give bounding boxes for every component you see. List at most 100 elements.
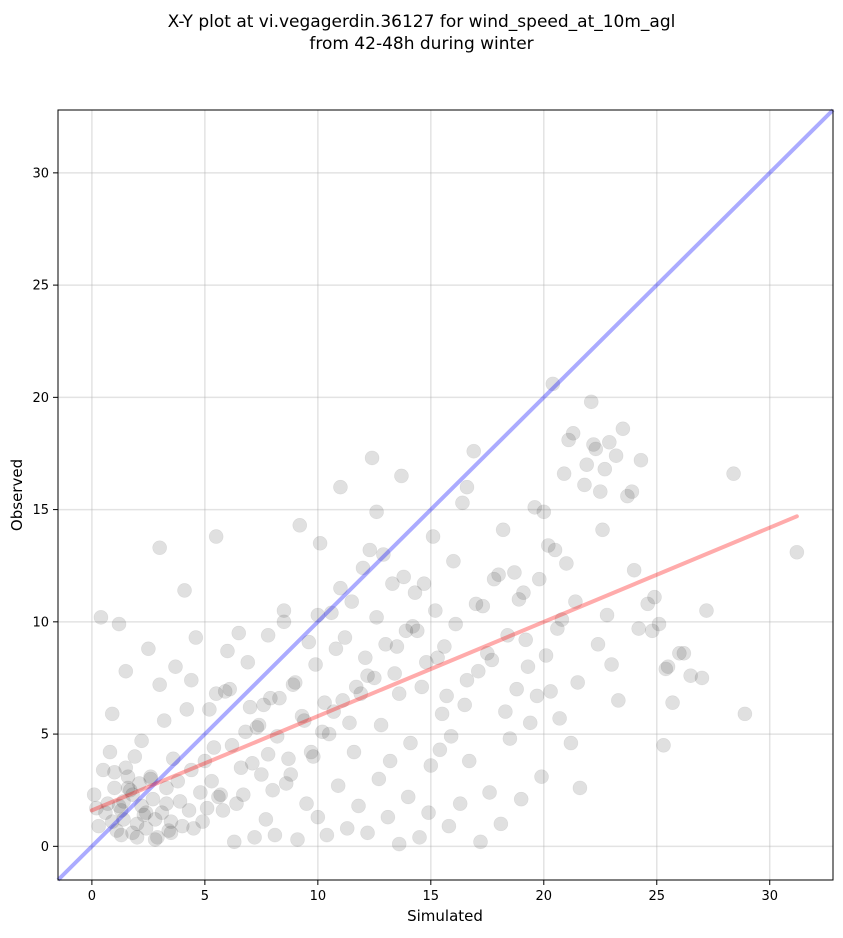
scatter-point [604,657,619,672]
scatter-point [328,641,344,657]
scatter-point [624,484,640,499]
scatter-point [362,542,378,558]
scatter-point [511,592,527,607]
scatter-point [459,672,475,688]
scatter-point [111,616,127,632]
scatter-point [294,708,310,724]
points-layer [86,376,805,852]
scatter-point [640,596,656,612]
scatter-point [568,594,583,609]
scatter-point [104,814,120,829]
scatter-point [263,690,278,706]
scatter-point [265,782,280,798]
scatter-point [602,434,617,450]
scatter-point [398,623,414,639]
scatter-point [125,787,140,802]
scatter-point [597,461,613,477]
x-tick-label: 0 [88,889,96,904]
scatter-point [100,796,116,811]
scatter-point [407,585,423,600]
scatter-point [229,796,244,811]
scatter-point [412,830,427,845]
scatter-point [373,717,389,733]
scatter-point [324,605,339,621]
scatter-point [360,825,375,841]
scatter-point [333,479,348,495]
scatter-point [371,771,387,787]
scatter-point [98,805,113,820]
scatter-point [565,425,581,441]
scatter-point [120,780,136,796]
scatter-point [213,787,228,802]
scatter-point [95,762,111,778]
scatter-point [335,693,350,708]
scatter-point [455,495,470,511]
scatter-point [249,720,265,735]
scatter-point [206,740,222,755]
scatter-point [577,477,592,493]
identity-line [56,108,835,882]
scatter-point [172,794,188,809]
scatter-point [147,812,163,827]
scatter-point [339,821,355,836]
scatter-point [656,738,671,753]
y-tick-label: 10 [32,615,49,630]
scatter-point [541,538,556,553]
scatter-point [357,650,373,666]
scatter-point [583,394,599,410]
scatter-point [159,796,174,811]
scatter-point [118,663,134,679]
scatter-point [403,735,418,751]
scatter-point [409,623,425,639]
y-axis-label: Observed [8,459,26,531]
scatter-point [369,504,384,520]
scatter-point [141,641,156,657]
scatter-point [414,679,430,695]
scatter-point [254,767,269,782]
scatter-point [312,535,328,551]
scatter-point [306,749,321,764]
scatter-point [199,800,215,816]
scatter-point [518,632,534,648]
scatter-point [276,603,292,618]
reference-lines-layer [56,108,835,882]
scatter-point [491,567,506,582]
scatter-point [217,684,233,699]
ticks-layer: 0 5 10 15 20 25 30 0 5 10 15 20 25 30 [32,166,778,904]
scatter-point [473,834,488,850]
scatter-point [439,688,454,704]
scatter-point [620,488,635,504]
grid-layer [58,110,833,880]
scatter-point [493,816,509,832]
x-axis-label: Simulated [407,907,483,925]
scatter-point [554,612,570,627]
scatter-point [113,803,129,818]
scatter-point [242,699,258,715]
scatter-point [204,773,219,789]
scatter-point [579,457,595,472]
scatter-point [396,569,411,585]
scatter-point [561,432,576,448]
scatter-point [269,729,285,744]
scatter-point [470,663,486,679]
scatter-point [116,794,131,809]
scatter-point [287,675,303,690]
scatter-point [595,522,610,538]
scatter-point [231,625,247,641]
scatter-point [308,657,323,672]
scatter-point [644,623,660,639]
scatter-point [486,571,502,587]
scatter-point [134,798,149,814]
scatter-point [86,787,102,802]
scatter-point [208,529,224,544]
scatter-point [138,821,154,836]
scatter-point [355,560,371,576]
scatter-point [459,479,475,495]
scatter-point [394,468,409,484]
scatter-point [586,437,601,452]
scatter-point [168,659,183,675]
y-tick-label: 0 [41,840,49,855]
scatter-point [129,816,145,832]
scatter-point [220,643,235,659]
x-tick-label: 20 [536,889,553,904]
